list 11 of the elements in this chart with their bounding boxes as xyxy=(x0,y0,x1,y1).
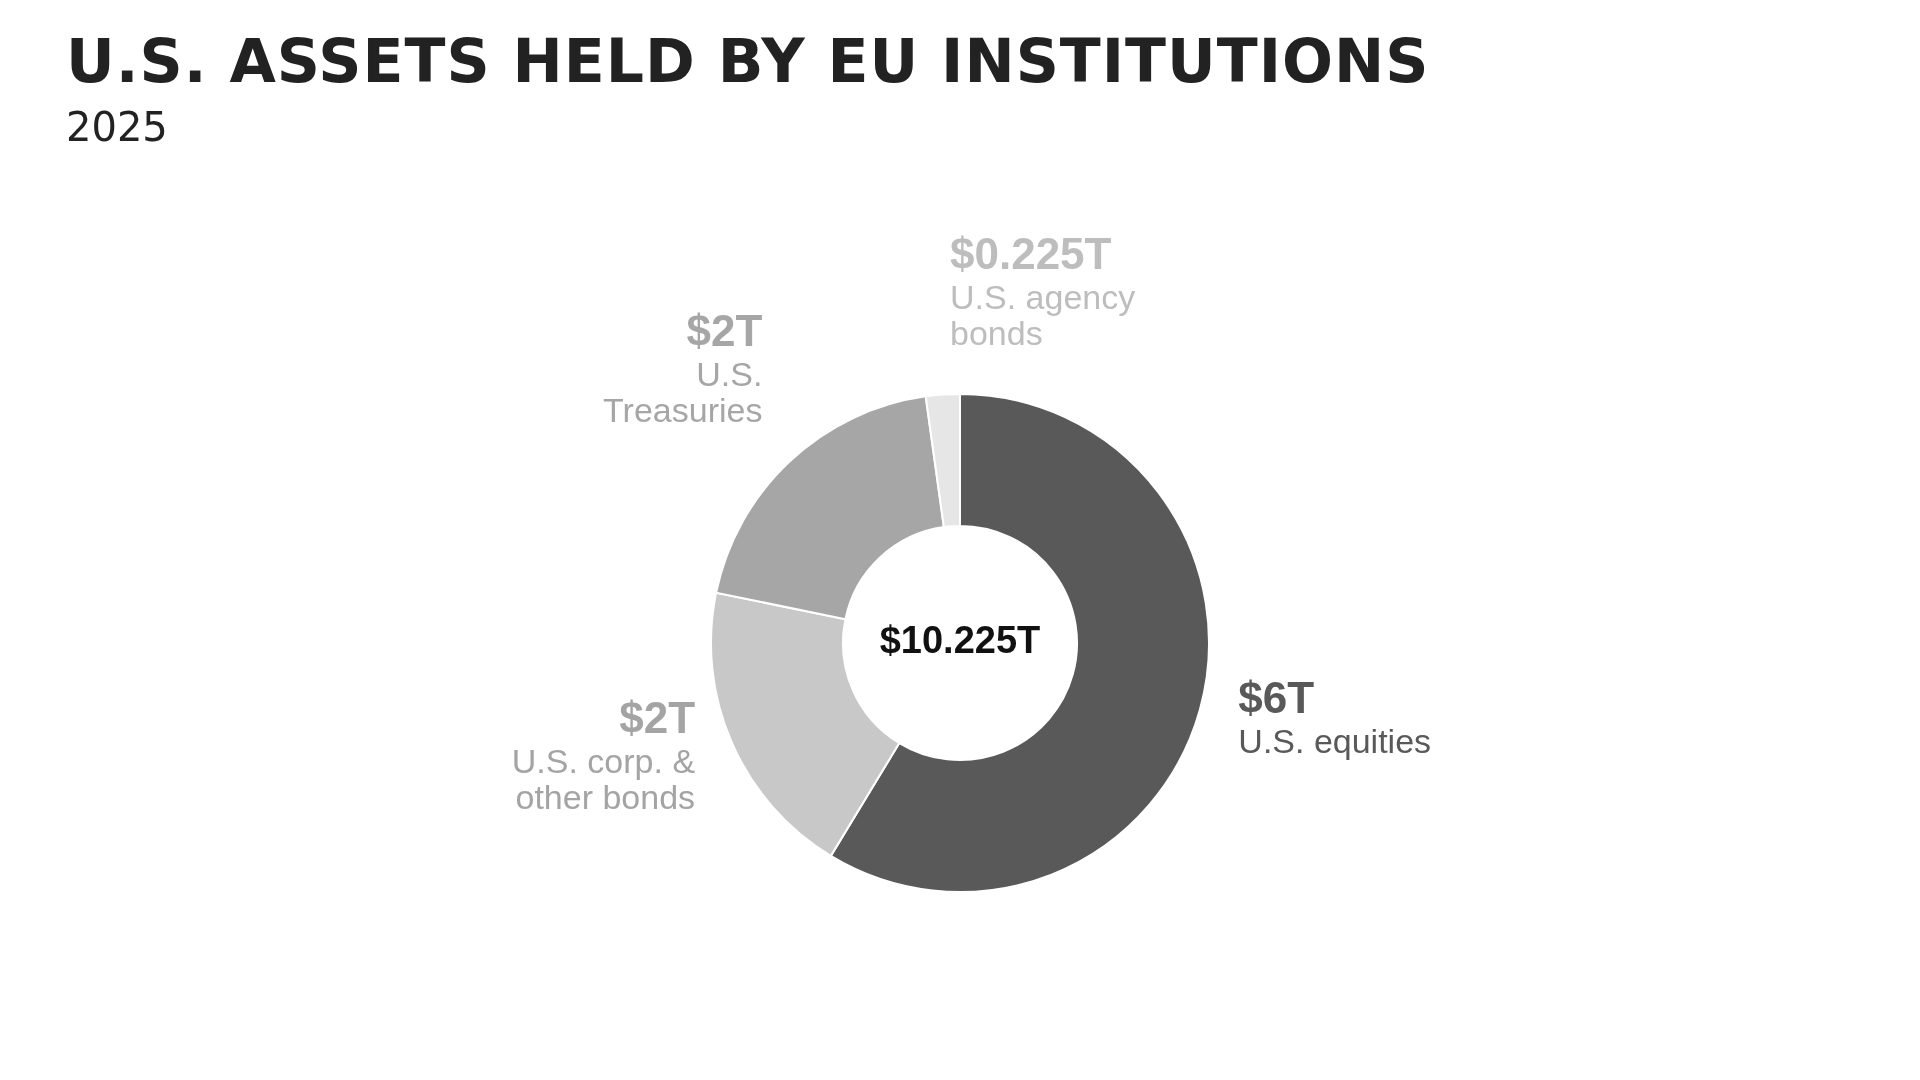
data-label: $0.225T xyxy=(950,228,1112,278)
chart-title: U.S. ASSETS HELD BY EU INSTITUTIONS xyxy=(66,26,1430,96)
text: $10.225T xyxy=(879,619,1041,662)
data-label: $2T xyxy=(686,306,763,356)
text: 2025 xyxy=(66,104,168,150)
data-label: $2T xyxy=(619,692,696,742)
data-label: $6T xyxy=(1238,672,1315,722)
slice-label: U.S. Treasuries xyxy=(603,355,763,430)
slice-label: U.S. equities xyxy=(1238,722,1432,761)
slice-label: U.S. agency bonds xyxy=(950,278,1136,353)
slice-label: U.S. corp. & other bonds xyxy=(511,741,696,816)
